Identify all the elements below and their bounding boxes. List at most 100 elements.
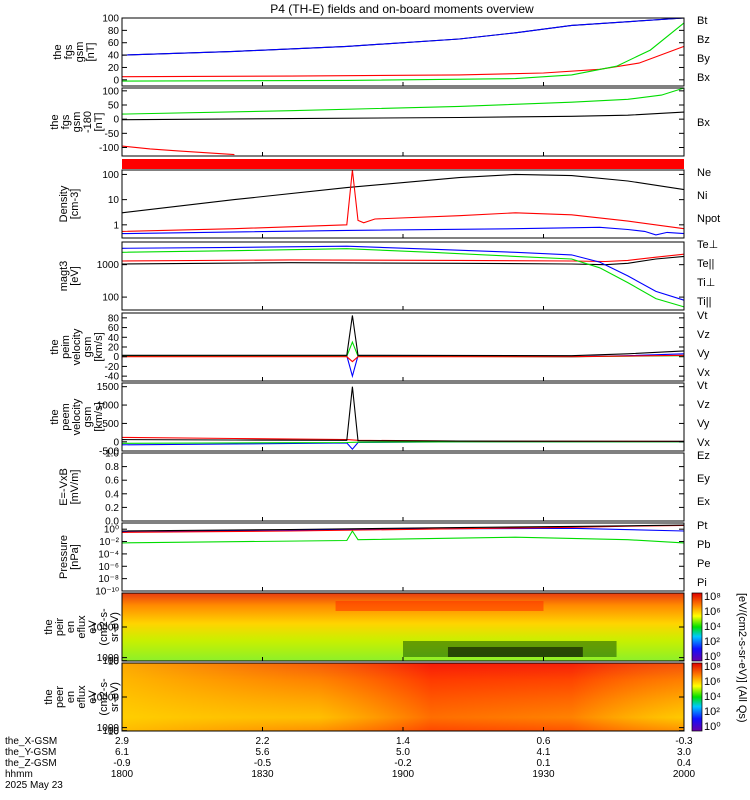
series-p5-Vt — [122, 315, 685, 357]
ylabel-line: E=-VxB — [58, 468, 70, 506]
legend-p3-Npot: Npot — [697, 213, 720, 225]
legend-p8-Pe: Pe — [697, 558, 710, 570]
ytick-label-p6: -500 — [99, 447, 119, 458]
xaxis-value: 2.2 — [256, 736, 270, 747]
xaxis-value: -0.2 — [394, 758, 412, 769]
ylabel-line: peem — [60, 403, 72, 431]
ylabel-line: [nT] — [85, 43, 97, 62]
ylabel-line: peer — [54, 686, 66, 708]
plot-frame-p2 — [121, 87, 685, 157]
xaxis-row-label: the_X-GSM — [5, 736, 57, 747]
ylabel-line: magt3 — [58, 261, 70, 292]
plot-frame-p7 — [121, 452, 685, 522]
legend-p4-Te⊥: Te⊥ — [697, 239, 718, 251]
xaxis-value: 1800 — [111, 769, 134, 780]
ytick-label-p2: 0 — [113, 115, 119, 126]
ytick-label-p7: 0.4 — [105, 489, 119, 500]
ylabel-p9: thepeirenefluxeV(cm2-s-sr-eV) — [43, 608, 121, 646]
xaxis-value: 6.1 — [115, 747, 129, 758]
chart-title: P4 (TH-E) fields and on-board moments ov… — [270, 2, 534, 16]
xaxis-value: 0.6 — [537, 736, 551, 747]
ytick-label-p5: 40 — [108, 333, 120, 344]
ytick-label-p5: 20 — [108, 343, 120, 354]
colorbar-tick: 10⁸ — [704, 591, 721, 603]
series-p2-Bz — [121, 145, 235, 156]
ylabel-p7: E=-VxB[mV/m] — [58, 468, 81, 506]
series-p4-Ti|| — [121, 248, 685, 308]
ylabel-p6: thepeemvelocitygsm[km/s] — [49, 398, 105, 435]
series-p1-Bx — [121, 17, 685, 56]
spectrogram-band — [335, 601, 544, 611]
ylabel-p8: Pressure[nPa] — [58, 535, 81, 579]
legend-p3-Ne: Ne — [697, 167, 711, 179]
ylabel-line: (cm2-s- — [98, 678, 110, 716]
ytick-label-p10: 100 — [102, 726, 119, 737]
legend-p6-Vx: Vx — [697, 437, 710, 449]
ytick-label-p5: -40 — [105, 372, 120, 383]
xaxis-value: -0.5 — [254, 758, 272, 769]
ytick-label-p3: 10 — [108, 195, 120, 206]
legend-p4-Ti⊥: Ti⊥ — [697, 277, 715, 289]
ytick-label-p8: 10⁻² — [99, 537, 119, 548]
legend-p6-Vy: Vy — [697, 418, 710, 430]
xaxis-row-label: the_Y-GSM — [5, 747, 56, 758]
plot-frame-p8 — [121, 522, 685, 592]
series-p8-Pt — [121, 524, 685, 532]
xaxis-value: 0.1 — [537, 758, 551, 769]
xaxis-value: -0.3 — [675, 736, 693, 747]
ylabel-line: peim — [60, 335, 72, 359]
ytick-label-p1: 0 — [113, 75, 119, 86]
date-label: 2025 May 23 — [5, 780, 63, 791]
ytick-label-p6: 500 — [102, 419, 119, 430]
bz-offscale-band — [122, 159, 684, 169]
colorbar-tick: 10⁸ — [704, 661, 721, 673]
ytick-label-p7: 0.0 — [105, 517, 119, 528]
legend-p5-Vy: Vy — [697, 348, 710, 360]
legend-p7-Ex: Ex — [697, 496, 710, 508]
legend-p1-By: By — [697, 53, 710, 65]
ylabel-line: [eV] — [69, 266, 81, 286]
ylabel-line: [nT] — [93, 113, 105, 132]
ylabel-line: eV — [87, 620, 99, 634]
panel-p7: 0.0 0.2 0.4 0.6 0.8 1.0 E=-VxB[mV/m] Ez Ey Ex — [58, 449, 710, 528]
ylabel-line: the — [43, 619, 55, 634]
legend-p8-Pi: Pi — [697, 577, 707, 589]
ylabel-line: the — [49, 339, 61, 354]
ylabel-line: the — [43, 689, 55, 704]
legend-p1-Bz: Bz — [697, 34, 710, 46]
ytick-label-p1: 80 — [108, 26, 120, 37]
colorbar-bottom — [691, 662, 703, 732]
ylabel-line: (cm2-s- — [98, 608, 110, 646]
ytick-label-p9: 1000 — [97, 653, 120, 664]
panels: 020406080100thefgsgsm[nT]BtBzByBx-100-50… — [43, 14, 720, 738]
colorbar-tick: 10⁰ — [704, 651, 721, 663]
ytick-label-p7: 0.2 — [105, 503, 119, 514]
ylabel-line: fgs — [60, 114, 72, 129]
ylabel-line: velocity — [71, 328, 83, 365]
legend-p1-Bt: Bt — [697, 15, 707, 27]
ytick-label-p1: 40 — [108, 51, 120, 62]
ytick-label-p8: 10⁻⁸ — [98, 574, 119, 585]
panel-p9: 10100100010000thepeirenefluxeV(cm2-s-sr-… — [43, 592, 685, 667]
plot-frame-p5 — [121, 312, 685, 382]
ytick-label-p1: 20 — [108, 63, 120, 74]
ylabel-line: gsm — [74, 42, 86, 63]
ytick-label-p8: 10⁻¹⁰ — [95, 587, 119, 598]
plot-frame-p4 — [121, 241, 685, 311]
ytick-label-p7: 0.6 — [105, 476, 119, 487]
legend-p5-Vz: Vz — [697, 329, 710, 341]
series-p1-Bz — [121, 45, 685, 78]
ylabel-line: sr-eV) — [109, 612, 121, 642]
ylabel-line: gsm — [82, 407, 94, 428]
series-p4-Ti⊥ — [121, 245, 685, 301]
colorbar-tick: 10² — [704, 706, 720, 718]
legend-p4-Te||: Te|| — [697, 258, 714, 270]
ytick-label-p8: 10⁻⁶ — [98, 562, 119, 573]
ylabel-line: velocity — [71, 398, 83, 435]
ytick-label-p2: 50 — [108, 101, 120, 112]
ylabel-p10: thepeerenefluxeV(cm2-s-sr-eV) — [43, 678, 121, 716]
xaxis-row-label: hhmm — [5, 769, 33, 780]
